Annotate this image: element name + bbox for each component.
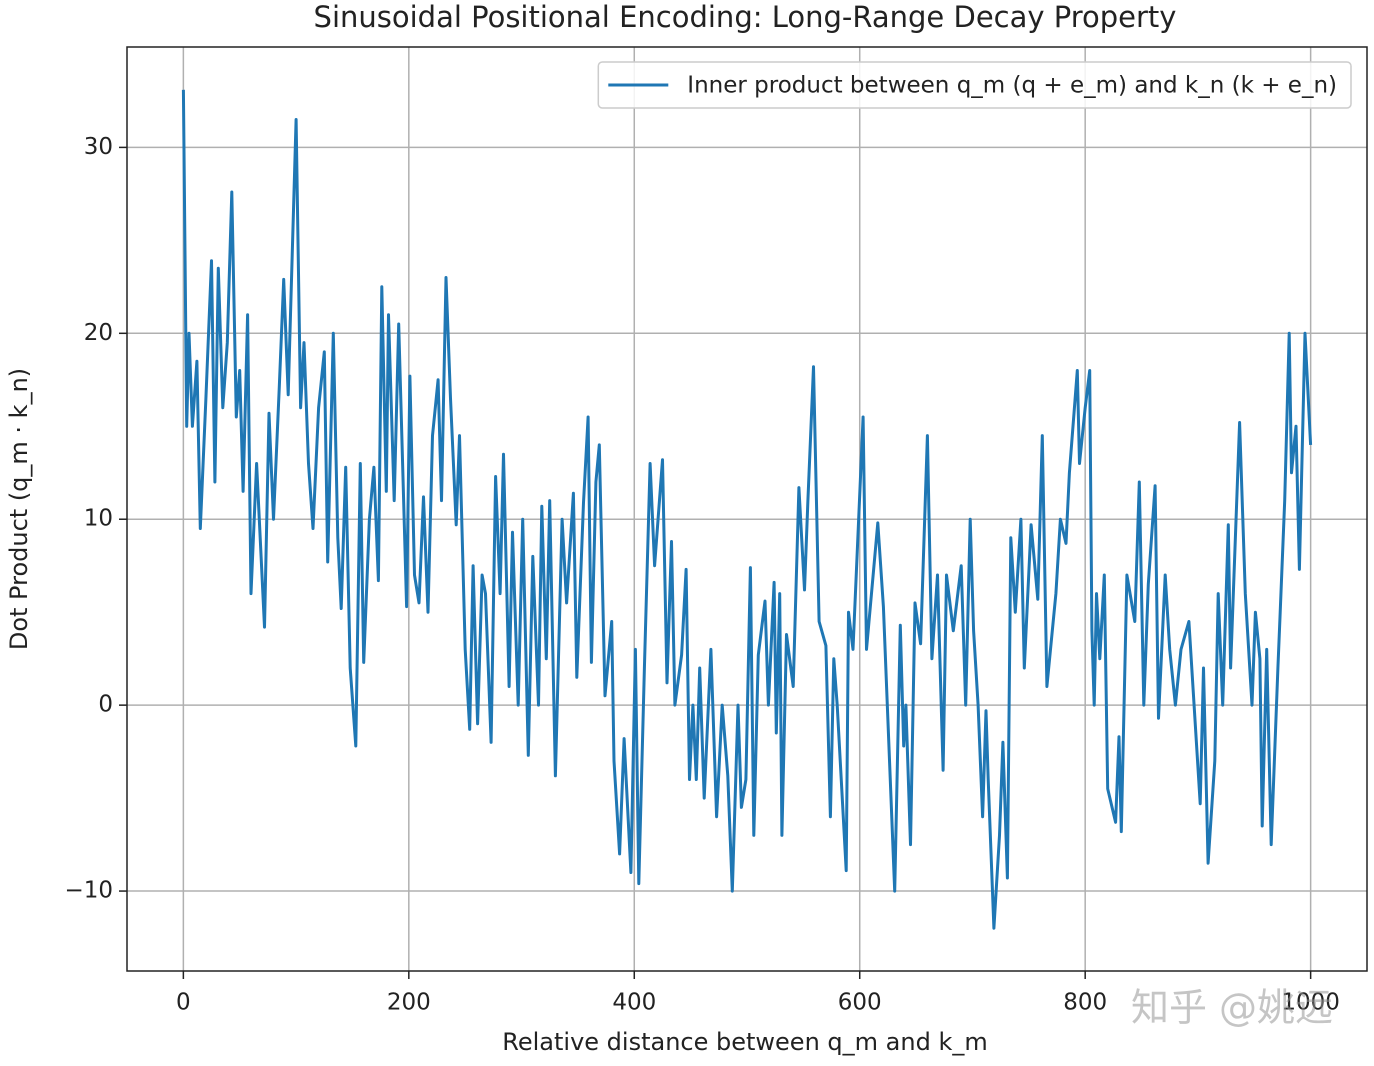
x-tick-label: 400 xyxy=(612,990,656,1016)
y-tick-label: 30 xyxy=(84,134,113,160)
y-tick-label: 10 xyxy=(84,506,113,532)
x-axis-label: Relative distance between q_m and k_m xyxy=(502,1028,987,1056)
x-tick-label: 1000 xyxy=(1281,990,1340,1016)
legend: Inner product between q_m (q + e_m) and … xyxy=(597,61,1352,109)
x-tick-label: 200 xyxy=(387,990,431,1016)
y-tick-label: 20 xyxy=(84,320,113,346)
x-tick-label: 0 xyxy=(176,990,191,1016)
x-tick-label: 800 xyxy=(1063,990,1107,1016)
x-tick-label: 600 xyxy=(838,990,882,1016)
legend-box xyxy=(597,61,1352,109)
y-axis-label: Dot Product (q_m · k_n) xyxy=(5,368,33,650)
y-tick-label: 0 xyxy=(98,692,113,718)
data-line xyxy=(181,89,1313,930)
y-tick-label: −10 xyxy=(64,878,113,904)
plot-frame xyxy=(126,46,1368,972)
legend-label: Inner product between q_m (q + e_m) and … xyxy=(687,73,1337,99)
watermark: 知乎 @姚远 xyxy=(1131,986,1333,1030)
chart-title: Sinusoidal Positional Encoding: Long-Ran… xyxy=(314,0,1177,34)
